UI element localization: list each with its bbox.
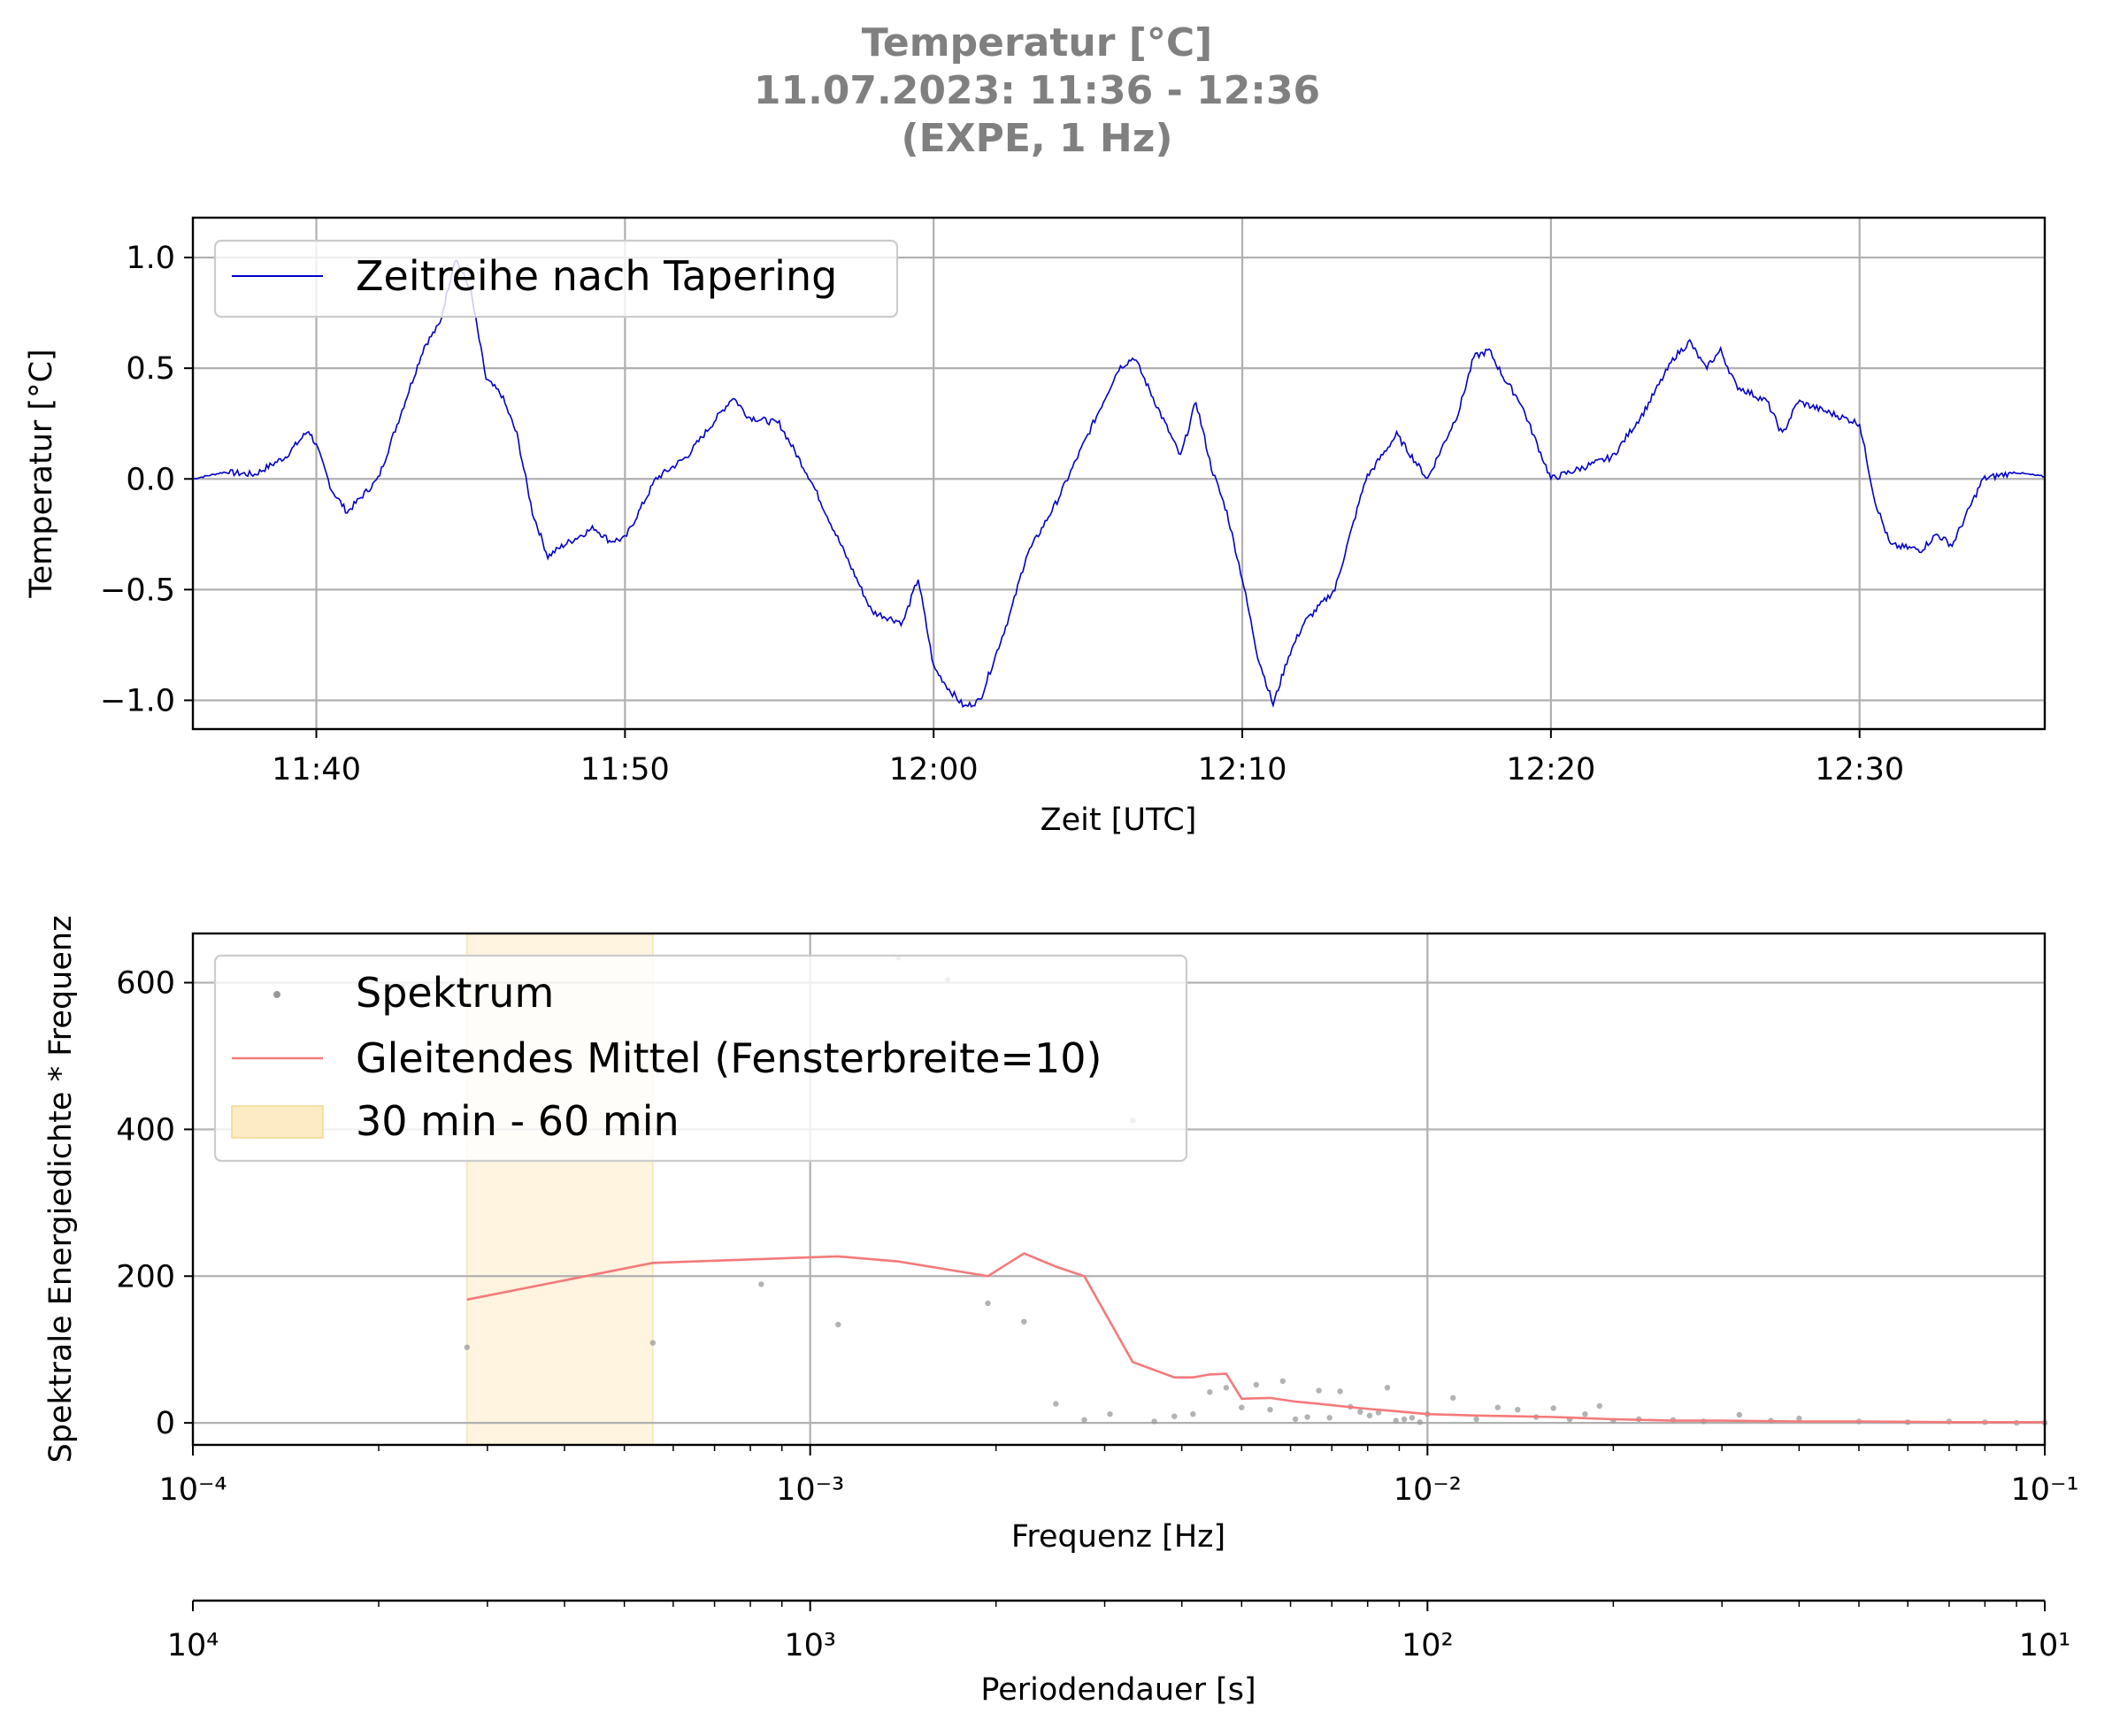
period-tick-label: 10⁴ (167, 1628, 219, 1663)
time-series-legend-label: Zeitreihe nach Tapering (356, 252, 837, 300)
band-legend-swatch (231, 1105, 324, 1139)
x-tick-label: 10⁻⁴ (158, 1472, 227, 1508)
spectrum-point (1473, 1416, 1479, 1423)
spectrum-point (1304, 1414, 1310, 1420)
x-tick-label: 11:50 (580, 752, 670, 787)
spectrum-point (1223, 1385, 1230, 1391)
moving-average-plot (466, 1252, 2045, 1424)
spectrum-point (1550, 1405, 1556, 1411)
spectrum-point (1736, 1411, 1743, 1418)
time-series-frame (191, 216, 2047, 731)
spectrum-point (1171, 1413, 1178, 1419)
spectrum-legend-marker (273, 991, 280, 998)
y-tick-label: 0 (156, 1406, 175, 1441)
spectrum-legend-box (213, 954, 1188, 1163)
spectrum-point (1596, 1402, 1603, 1410)
spectrum-point (835, 1321, 841, 1328)
spectrum-panel: 10⁻⁴ 10⁻³ 10⁻² 10⁻¹ 0 200 400 600 Frequenz [Hz]… (43, 916, 2079, 1555)
spectrum-point (985, 1300, 991, 1307)
spectrum-point (758, 1281, 764, 1287)
spectrum-point (1375, 1410, 1382, 1416)
time-series-ticks: 11:40 11:50 12:00 12:10 12:20 12:30 1.0 0.5 0.0 −… (100, 241, 1904, 787)
spectrum-point (649, 1340, 656, 1346)
spectrum-point (1021, 1318, 1027, 1325)
spectrum-point (1366, 1412, 1373, 1419)
period-tick-label: 10¹ (2019, 1628, 2071, 1663)
x-tick-label: 11:40 (272, 752, 361, 787)
spectrum-point (1190, 1411, 1196, 1417)
spectrum-legend-label: Spektrum (356, 969, 554, 1017)
spectrum-point (1401, 1416, 1408, 1423)
period-axis: 10⁴ 10³ 10² 10¹ Periodendauer [s] (167, 1599, 2071, 1708)
spectrum-point (1409, 1415, 1416, 1421)
spectrum-point (1326, 1415, 1332, 1421)
figure-title: Temperatur [°C] 11.07.2023: 11:36 - 12:3… (754, 20, 1320, 161)
spectrum-point (1081, 1417, 1087, 1424)
y-tick-label: −1.0 (100, 683, 175, 718)
moving-average-legend-label: Gleitendes Mittel (Fensterbreite=10) (356, 1034, 1102, 1082)
y-tick-label: 0.5 (126, 351, 175, 387)
y-tick-label: 0.0 (126, 462, 175, 497)
spectrum-point (464, 1344, 470, 1350)
spectrum-points (464, 955, 2048, 1426)
spectrum-ticks: 10⁻⁴ 10⁻³ 10⁻² 10⁻¹ 0 200 400 600 (116, 966, 2078, 1508)
x-tick-label: 12:00 (889, 752, 979, 787)
spectrum-point (1279, 1378, 1286, 1385)
x-tick-label: 12:10 (1198, 752, 1287, 787)
period-tick-label: 10³ (784, 1628, 836, 1663)
time-series-y-axis-label: Temperatur [°C] (24, 349, 59, 598)
y-tick-label: 200 (116, 1259, 175, 1294)
spectrum-point (1357, 1409, 1363, 1415)
spectrum-legend: Spektrum Gleitendes Mittel (Fensterbreit… (213, 954, 1188, 1163)
temperature-series-line (192, 259, 2046, 709)
period-axis-ticks: 10⁴ 10³ 10² 10¹ (167, 1601, 2071, 1663)
spectrum-point (1253, 1381, 1260, 1388)
period-axis-label: Periodendauer [s] (980, 1672, 1256, 1708)
time-series-legend: Zeitreihe nach Tapering (213, 239, 899, 319)
spectrum-point (1796, 1415, 1802, 1422)
spectrum-y-axis-label: Spektrale Energiedichte * Frequenz (43, 916, 79, 1463)
x-tick-label: 10⁻² (1394, 1472, 1462, 1508)
band-legend-label: 30 min - 60 min (356, 1097, 680, 1145)
y-tick-label: 600 (116, 966, 175, 1002)
x-tick-label: 12:30 (1815, 752, 1904, 787)
time-series-panel: 11:40 11:50 12:00 12:10 12:20 12:30 1.0 0.5 0.0 −… (24, 216, 2047, 838)
x-tick-label: 10⁻¹ (2010, 1472, 2078, 1508)
y-tick-label: −0.5 (100, 572, 175, 608)
time-series-legend-box (213, 239, 899, 319)
spectrum-frame (191, 932, 2047, 1447)
spectrum-point (1450, 1394, 1456, 1402)
title-line-3: (EXPE, 1 Hz) (902, 116, 1173, 161)
x-tick-label: 10⁻³ (776, 1472, 844, 1508)
time-series-plot (192, 259, 2046, 709)
spectrum-point (1393, 1417, 1399, 1424)
spectrum-point (1267, 1407, 1273, 1413)
period-tick-label: 10² (1402, 1628, 1454, 1663)
spectrum-point (1515, 1407, 1521, 1413)
spectrum-point (1239, 1404, 1245, 1410)
spectrum-point (1384, 1385, 1391, 1391)
x-tick-label: 12:20 (1506, 752, 1595, 787)
spectrum-x-axis-label: Frequenz [Hz] (1011, 1519, 1225, 1555)
spectrum-point (1053, 1401, 1059, 1407)
spectrum-point (1292, 1416, 1299, 1423)
y-tick-label: 1.0 (126, 241, 175, 276)
title-line-1: Temperatur [°C] (862, 20, 1212, 65)
spectrum-point (1151, 1418, 1157, 1425)
y-tick-label: 400 (116, 1112, 175, 1148)
spectrum-point (1337, 1388, 1343, 1394)
time-series-x-axis-label: Zeit [UTC] (1041, 803, 1197, 838)
spectrum-point (1207, 1389, 1213, 1395)
spectrum-point (1494, 1404, 1501, 1410)
spectrum-point (1417, 1419, 1423, 1425)
spectrum-point (1582, 1411, 1588, 1417)
title-line-2: 11.07.2023: 11:36 - 12:36 (754, 68, 1320, 113)
moving-average-line (466, 1252, 2045, 1424)
spectrum-point (1107, 1411, 1113, 1417)
spectrum-point (1316, 1387, 1322, 1394)
